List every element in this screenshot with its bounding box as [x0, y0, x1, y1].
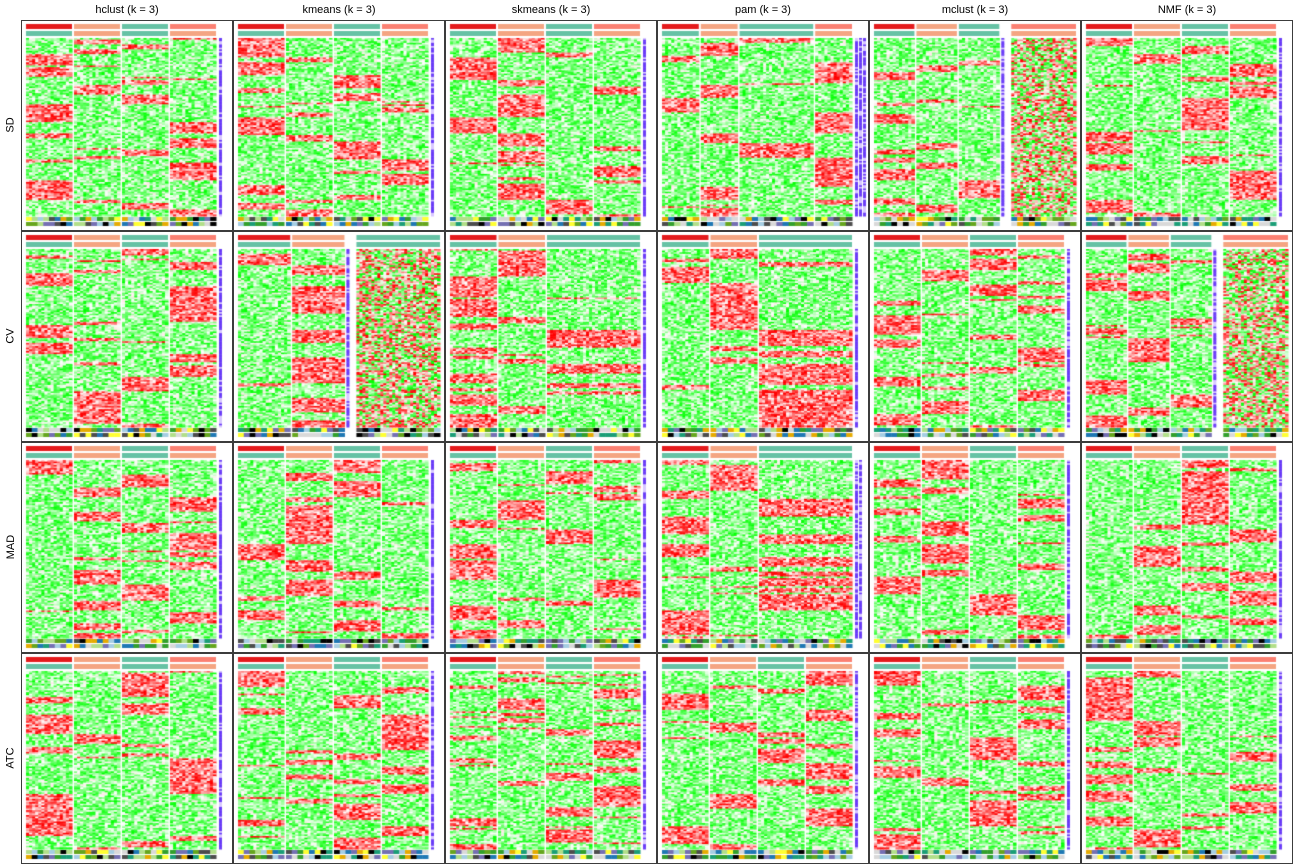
panel-mad-kmeans: [233, 442, 445, 653]
heatmap-canvas: [658, 654, 868, 863]
heatmap-canvas: [870, 654, 1080, 863]
column-title-mclust: mclust (k = 3): [941, 4, 1009, 16]
row-title-atc-label: ATC: [5, 747, 17, 769]
panel-mad-hclust: [21, 442, 233, 653]
row-title-sd-label: SD: [5, 117, 17, 133]
heatmap-canvas: [234, 232, 444, 441]
heatmap-canvas: [234, 654, 444, 863]
heatmap-canvas: [446, 443, 656, 652]
panel-sd-hclust: [21, 20, 233, 231]
panel-atc-mclust: [869, 653, 1081, 864]
panel-atc-hclust: [21, 653, 233, 864]
panel-mad-mclust: [869, 442, 1081, 653]
column-title-nmf: NMF (k = 3): [1157, 4, 1217, 16]
panel-cv-skmeans: [445, 231, 657, 442]
heatmap-canvas: [22, 232, 232, 441]
heatmap-canvas: [658, 232, 868, 441]
panel-atc-kmeans: [233, 653, 445, 864]
heatmap-canvas: [446, 654, 656, 863]
row-title-cv: CV: [2, 231, 20, 441]
heatmap-canvas: [446, 232, 656, 441]
heatmap-canvas: [446, 21, 656, 230]
heatmap-canvas: [234, 21, 444, 230]
heatmap-canvas: [870, 232, 1080, 441]
panel-mad-skmeans: [445, 442, 657, 653]
panel-mad-pam: [657, 442, 869, 653]
panel-cv-pam: [657, 231, 869, 442]
heatmap-canvas: [870, 443, 1080, 652]
panel-sd-pam: [657, 20, 869, 231]
panel-cv-kmeans: [233, 231, 445, 442]
column-title-pam: pam (k = 3): [735, 4, 791, 16]
heatmap-canvas: [22, 21, 232, 230]
heatmap-canvas: [234, 443, 444, 652]
heatmap-canvas: [870, 21, 1080, 230]
heatmap-canvas: [1082, 21, 1292, 230]
row-title-mad-label: MAD: [5, 534, 18, 560]
panel-sd-skmeans: [445, 20, 657, 231]
panel-cv-hclust: [21, 231, 233, 442]
heatmap-canvas: [658, 21, 868, 230]
row-title-cv-label: CV: [5, 328, 17, 344]
column-title-hclust: hclust (k = 3): [95, 4, 159, 16]
panel-atc-skmeans: [445, 653, 657, 864]
panel-cv-mclust: [869, 231, 1081, 442]
heatmap-canvas: [1082, 232, 1292, 441]
heatmap-canvas: [1082, 443, 1292, 652]
row-title-mad: MAD: [2, 442, 20, 652]
panel-cv-nmf: [1081, 231, 1293, 442]
panel-sd-kmeans: [233, 20, 445, 231]
panel-mad-nmf: [1081, 442, 1293, 653]
row-title-sd: SD: [2, 20, 20, 230]
row-title-atc: ATC: [2, 653, 20, 863]
heatmap-canvas: [22, 654, 232, 863]
heatmap-canvas: [1082, 654, 1292, 863]
panel-atc-pam: [657, 653, 869, 864]
panel-atc-nmf: [1081, 653, 1293, 864]
heatmap-canvas: [22, 443, 232, 652]
heatmap-canvas: [658, 443, 868, 652]
panel-sd-nmf: [1081, 20, 1293, 231]
column-title-skmeans: skmeans (k = 3): [511, 4, 591, 16]
panel-sd-mclust: [869, 20, 1081, 231]
column-title-kmeans: kmeans (k = 3): [302, 4, 376, 16]
